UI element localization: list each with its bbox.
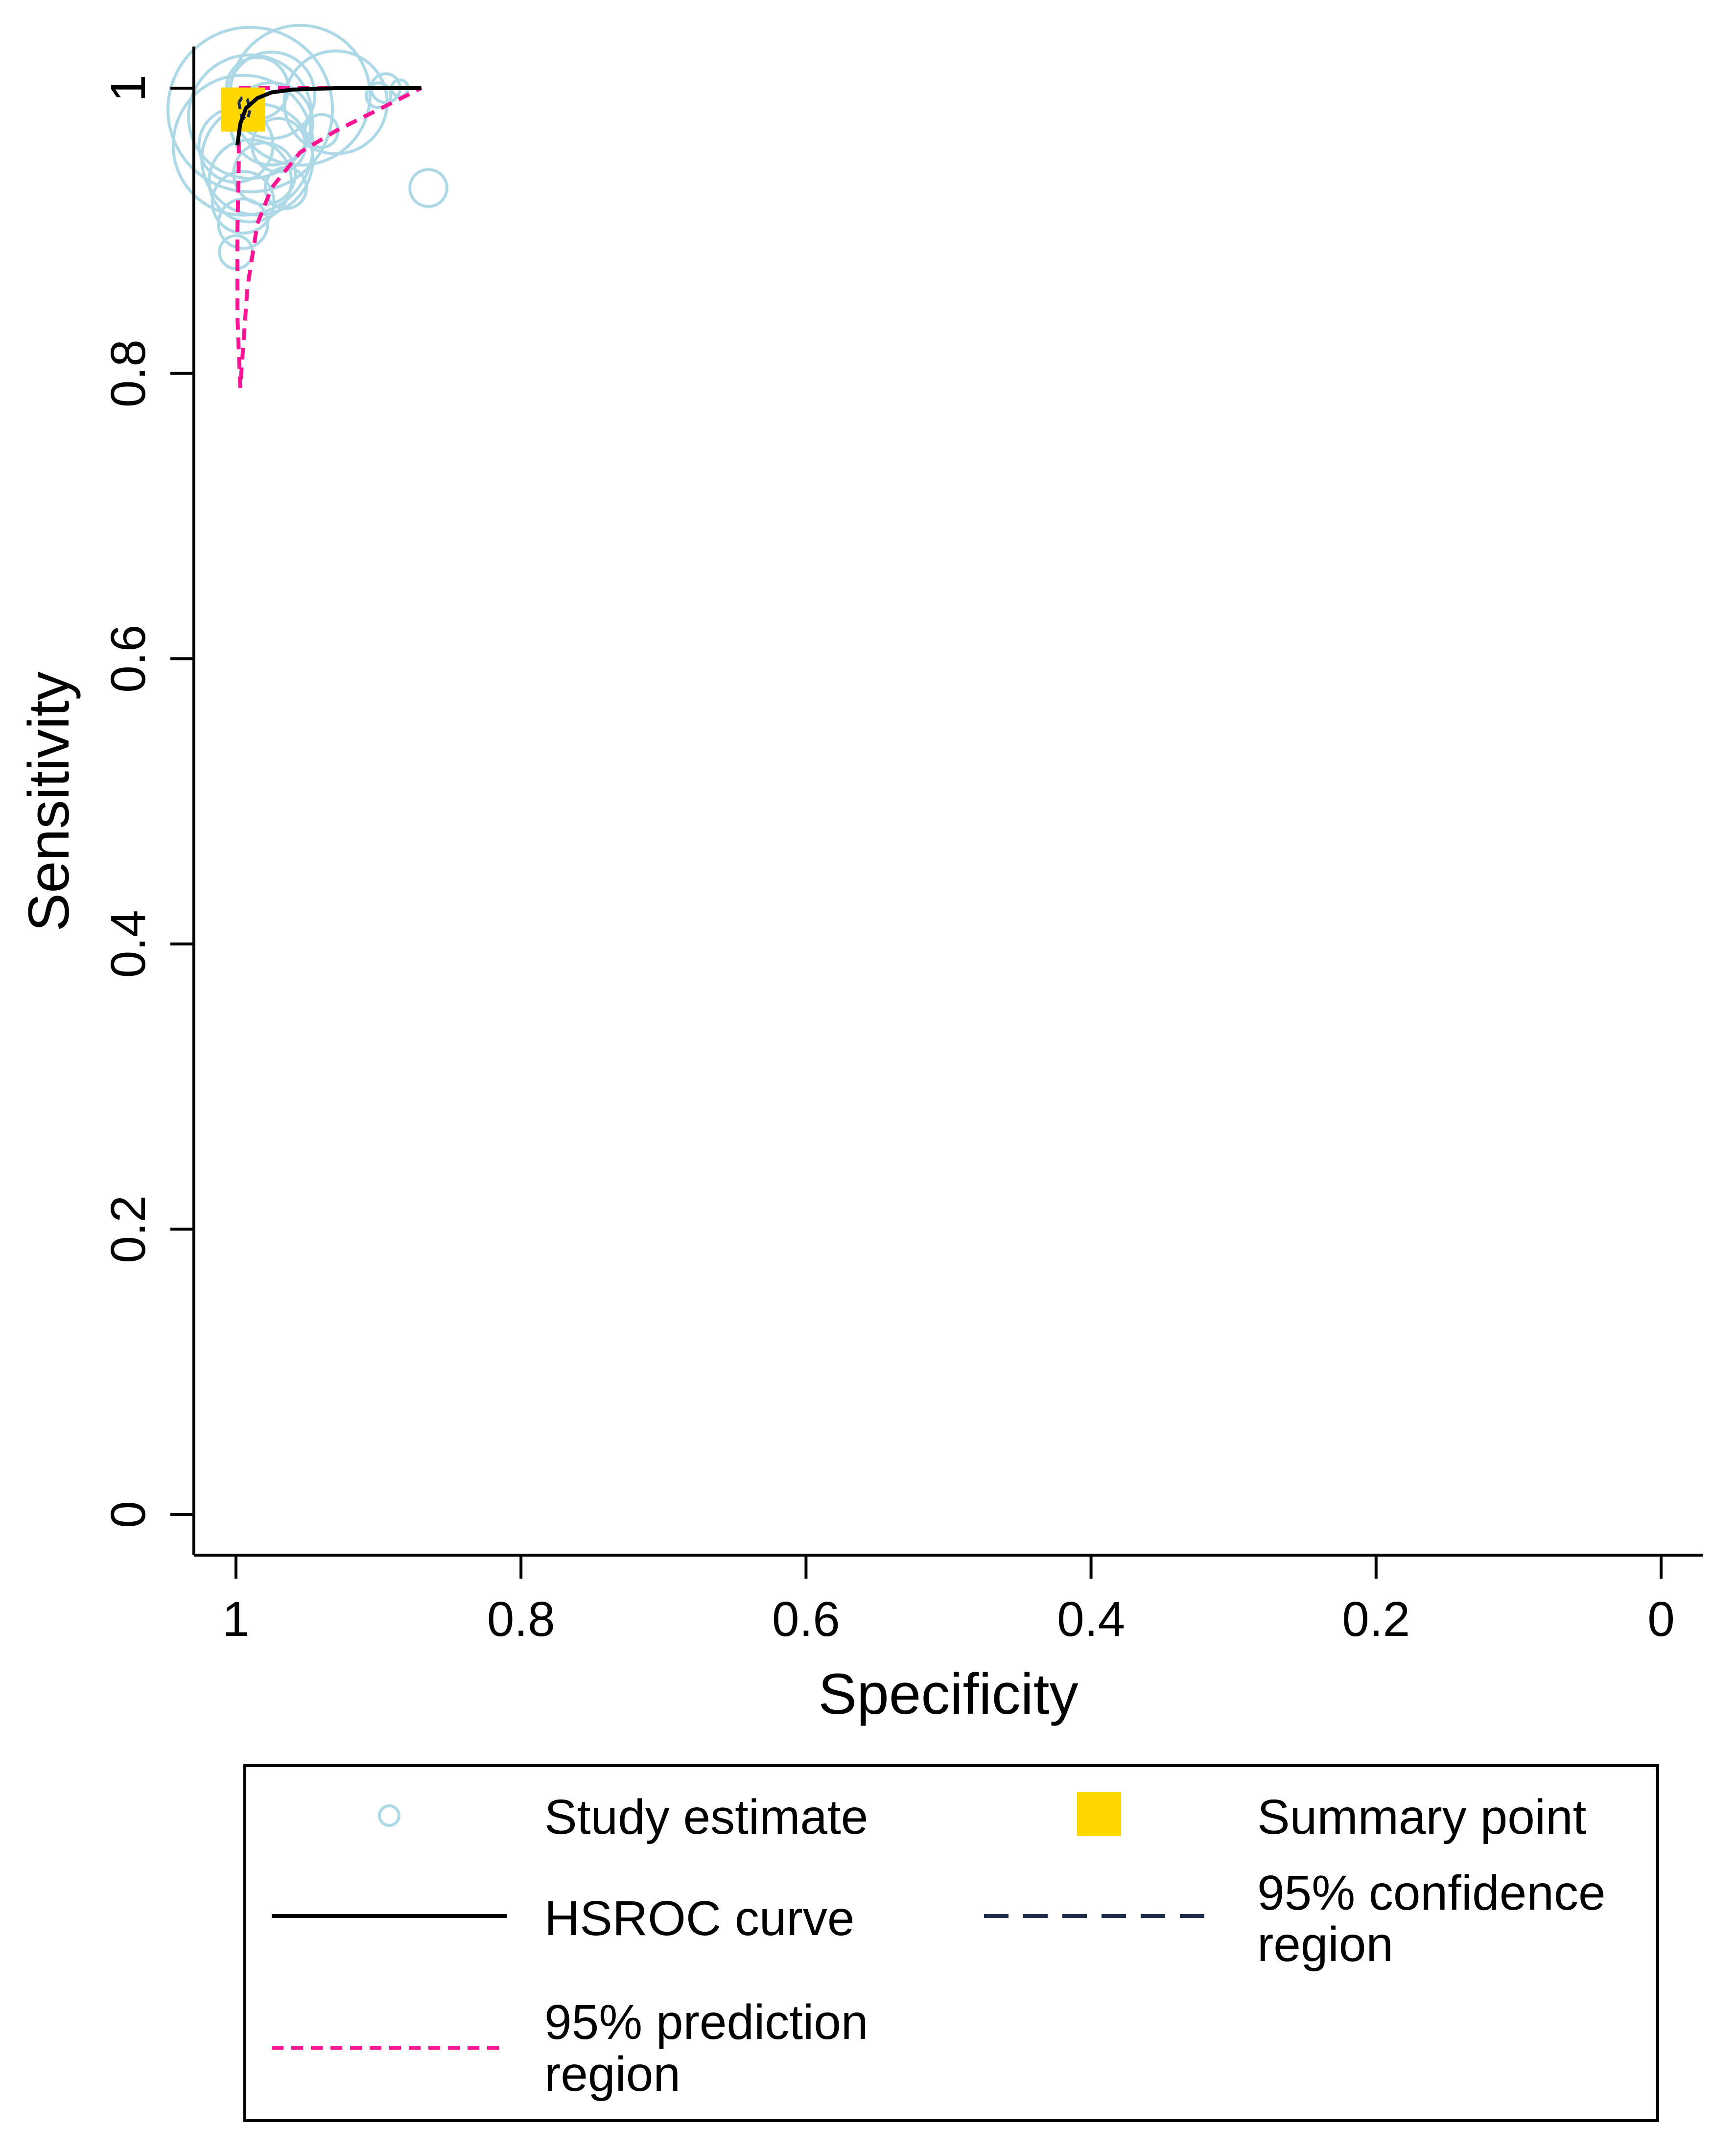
y-tick-label-6: 0 xyxy=(101,1501,156,1528)
x-tick-label-1: 1 xyxy=(222,1592,250,1647)
y-axis-title: Sensitivity xyxy=(17,671,81,931)
study-estimate-15 xyxy=(364,81,393,109)
y-tick-label-1: 1 xyxy=(101,74,156,102)
legend-label-prediction-1: 95% prediction xyxy=(544,1995,868,2050)
y-tick-label-5: 0.2 xyxy=(101,1195,156,1263)
study-estimate-16 xyxy=(408,168,448,208)
legend-summary-marker xyxy=(1077,1792,1121,1836)
legend-label-hsroc: HSROC curve xyxy=(544,1891,854,1946)
y-tick-label-4: 0.4 xyxy=(101,910,156,978)
legend-label-confidence-1: 95% confidence xyxy=(1257,1866,1606,1920)
x-tick-label-2: 0.8 xyxy=(487,1592,555,1647)
x-tick-label-6: 0 xyxy=(1647,1592,1675,1647)
legend-label-confidence-2: region xyxy=(1257,1917,1393,1972)
y-tick-label-3: 0.6 xyxy=(101,625,156,693)
legend-study-marker xyxy=(378,1804,400,1827)
study-estimate-1 xyxy=(166,25,334,193)
prediction-region xyxy=(235,86,422,388)
axes: 1 0.8 0.6 0.4 0.2 0 1 0.8 0.6 0.4 0.2 0 xyxy=(101,47,1703,1647)
study-estimate-5 xyxy=(208,138,293,224)
study-estimates xyxy=(166,24,448,270)
x-axis-title: Specificity xyxy=(818,1662,1078,1727)
legend-label-summary: Summary point xyxy=(1257,1790,1587,1845)
curve-layer xyxy=(221,86,422,388)
summary-point xyxy=(221,87,265,132)
hsroc-curve xyxy=(235,86,422,146)
x-tick-label-3: 0.6 xyxy=(772,1592,840,1647)
study-estimate-7 xyxy=(217,197,269,250)
legend: Study estimate Summary point HSROC curve… xyxy=(243,1764,1659,2122)
x-tick-label-4: 0.4 xyxy=(1057,1592,1125,1647)
legend-label-study: Study estimate xyxy=(544,1790,868,1845)
x-tick-label-5: 0.2 xyxy=(1342,1592,1410,1647)
y-tick-label-2: 0.8 xyxy=(101,339,156,407)
legend-frame xyxy=(243,1764,1659,2122)
legend-label-prediction-2: region xyxy=(544,2047,680,2102)
